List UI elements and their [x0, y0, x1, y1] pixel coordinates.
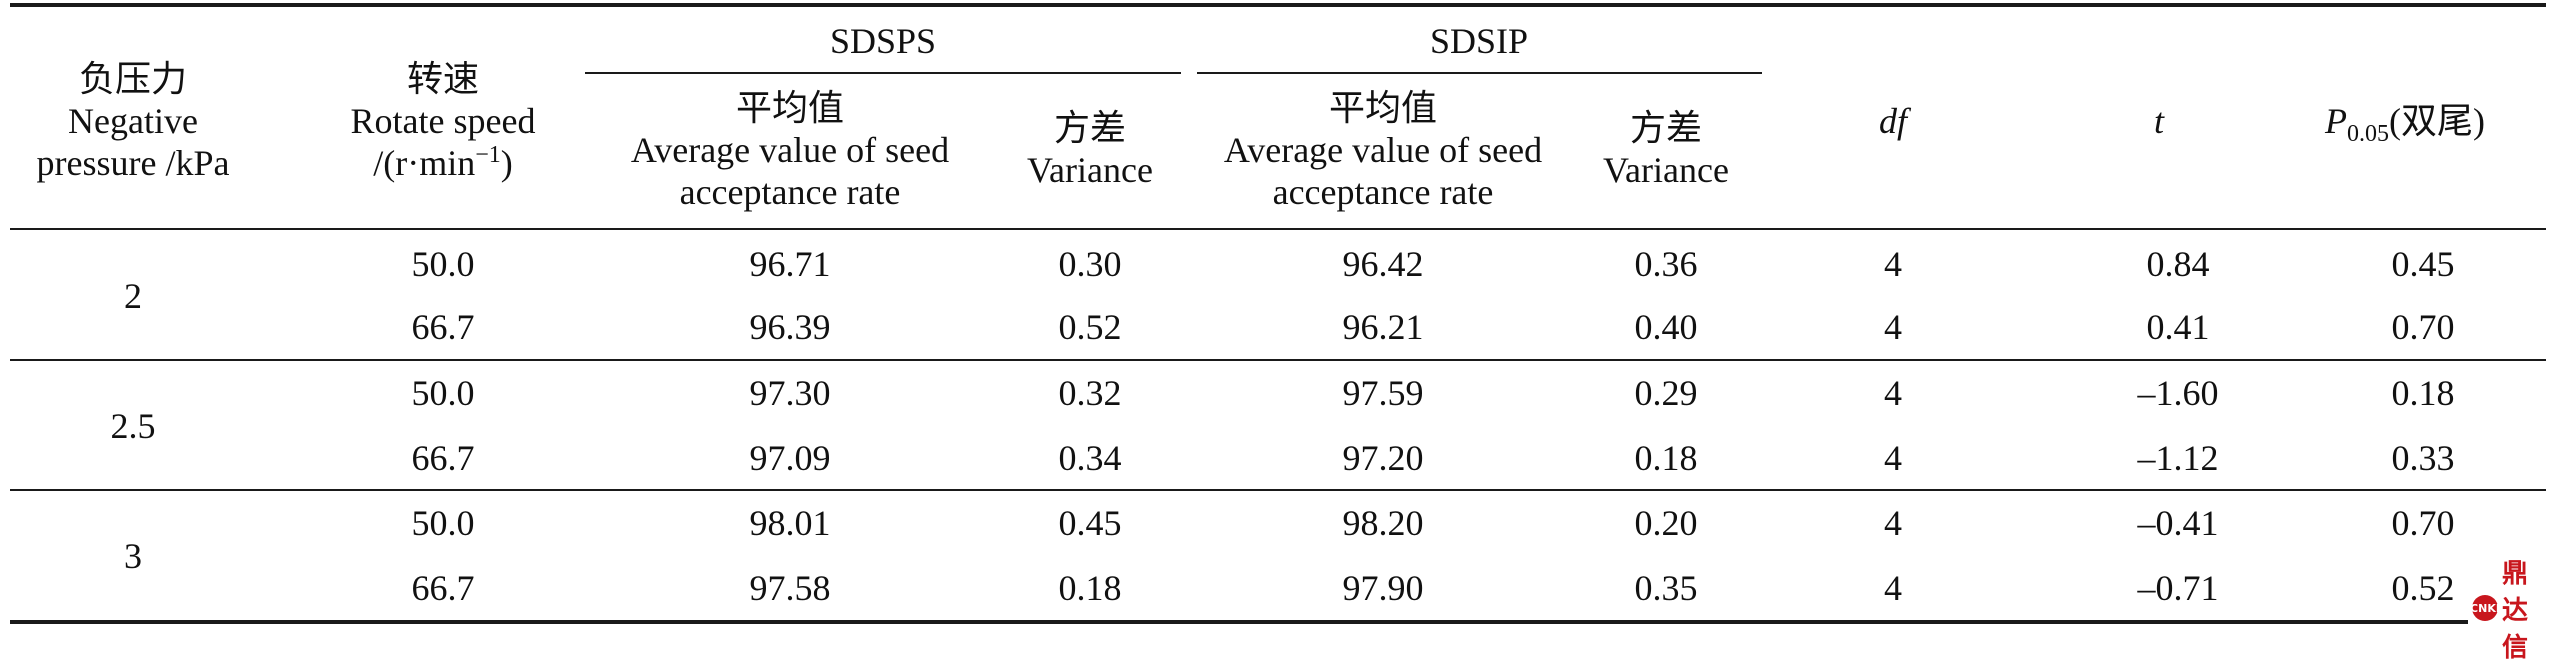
cell-sdsps-average: 97.09: [749, 438, 831, 478]
cell-df: 4: [1884, 568, 1902, 608]
cell-sdsps-variance: 0.32: [1058, 373, 1122, 413]
cell-df: 4: [1884, 307, 1902, 347]
pressure-group-label: 2: [124, 276, 142, 316]
cell-sdsps-variance: 0.34: [1058, 438, 1122, 478]
header-negative-pressure: 负压力 Negative pressure /kPa: [36, 59, 230, 183]
cell-sdsip-average: 98.20: [1342, 503, 1424, 543]
sdsps-header-rule: [585, 72, 1181, 74]
cell-sdsip-variance: 0.35: [1634, 568, 1698, 608]
cell-sdsps-variance: 0.52: [1058, 307, 1122, 347]
header-group-sdsps: SDSPS: [829, 21, 937, 61]
header-sdsip-average: 平均值 Average value of seed acceptance rat…: [1223, 88, 1543, 212]
cell-speed: 66.7: [411, 568, 475, 608]
cell-sdsps-variance: 0.30: [1058, 244, 1122, 284]
cell-sdsps-average: 96.71: [749, 244, 831, 284]
cell-sdsip-average: 97.59: [1342, 373, 1424, 413]
cell-p: 0.52: [2391, 568, 2455, 608]
sdsip-header-rule: [1197, 72, 1762, 74]
cell-sdsip-average: 97.20: [1342, 438, 1424, 478]
cell-sdsps-average: 98.01: [749, 503, 831, 543]
cell-p: 0.70: [2391, 503, 2455, 543]
cell-sdsps-variance: 0.18: [1058, 568, 1122, 608]
watermark-logo: CNKI 鼎达信: [2468, 559, 2556, 663]
header-sdsps-variance: 方差 Variance: [1027, 108, 1153, 190]
header-sdsip-variance: 方差 Variance: [1603, 108, 1729, 190]
header-bottom-rule: [10, 228, 2546, 230]
cell-sdsps-variance: 0.45: [1058, 503, 1122, 543]
group-divider-rule-2: [10, 489, 2546, 491]
table-bottom-rule: [10, 620, 2546, 624]
cell-t: 0.41: [2146, 307, 2210, 347]
cell-t: –0.41: [2137, 503, 2219, 543]
cell-sdsps-average: 97.30: [749, 373, 831, 413]
header-t: t: [2153, 101, 2165, 141]
cell-sdsps-average: 97.58: [749, 568, 831, 608]
cell-sdsip-variance: 0.36: [1634, 244, 1698, 284]
pressure-group-label: 3: [124, 536, 142, 576]
cell-sdsip-average: 97.90: [1342, 568, 1424, 608]
cell-speed: 50.0: [411, 373, 475, 413]
cell-t: –1.60: [2137, 373, 2219, 413]
cell-sdsps-average: 96.39: [749, 307, 831, 347]
cell-df: 4: [1884, 438, 1902, 478]
watermark-text: 鼎达信: [2502, 558, 2529, 663]
cnki-badge-icon: CNKI: [2470, 595, 2500, 621]
cell-t: –0.71: [2137, 568, 2219, 608]
cell-df: 4: [1884, 373, 1902, 413]
cell-t: –1.12: [2137, 438, 2219, 478]
pressure-group-label: 2.5: [110, 406, 156, 446]
header-sdsps-average: 平均值 Average value of seed acceptance rat…: [630, 88, 950, 212]
cell-p: 0.70: [2391, 307, 2455, 347]
cell-p: 0.45: [2391, 244, 2455, 284]
cell-speed: 66.7: [411, 438, 475, 478]
cell-speed: 50.0: [411, 503, 475, 543]
cell-df: 4: [1884, 244, 1902, 284]
cell-speed: 50.0: [411, 244, 475, 284]
cell-sdsip-variance: 0.40: [1634, 307, 1698, 347]
cell-p: 0.33: [2391, 438, 2455, 478]
header-df: df: [1878, 101, 1908, 141]
cell-sdsip-average: 96.21: [1342, 307, 1424, 347]
cell-speed: 66.7: [411, 307, 475, 347]
table-top-rule: [10, 3, 2546, 7]
cell-df: 4: [1884, 503, 1902, 543]
header-p-value: P0.05(双尾): [2325, 101, 2485, 148]
group-divider-rule-1: [10, 359, 2546, 361]
cell-sdsip-average: 96.42: [1342, 244, 1424, 284]
cell-t: 0.84: [2146, 244, 2210, 284]
header-rotate-speed: 转速 Rotate speed /(r·min−1): [350, 59, 536, 183]
cell-sdsip-variance: 0.18: [1634, 438, 1698, 478]
cell-p: 0.18: [2391, 373, 2455, 413]
header-group-sdsip: SDSIP: [1429, 21, 1529, 61]
cell-sdsip-variance: 0.29: [1634, 373, 1698, 413]
cell-sdsip-variance: 0.20: [1634, 503, 1698, 543]
